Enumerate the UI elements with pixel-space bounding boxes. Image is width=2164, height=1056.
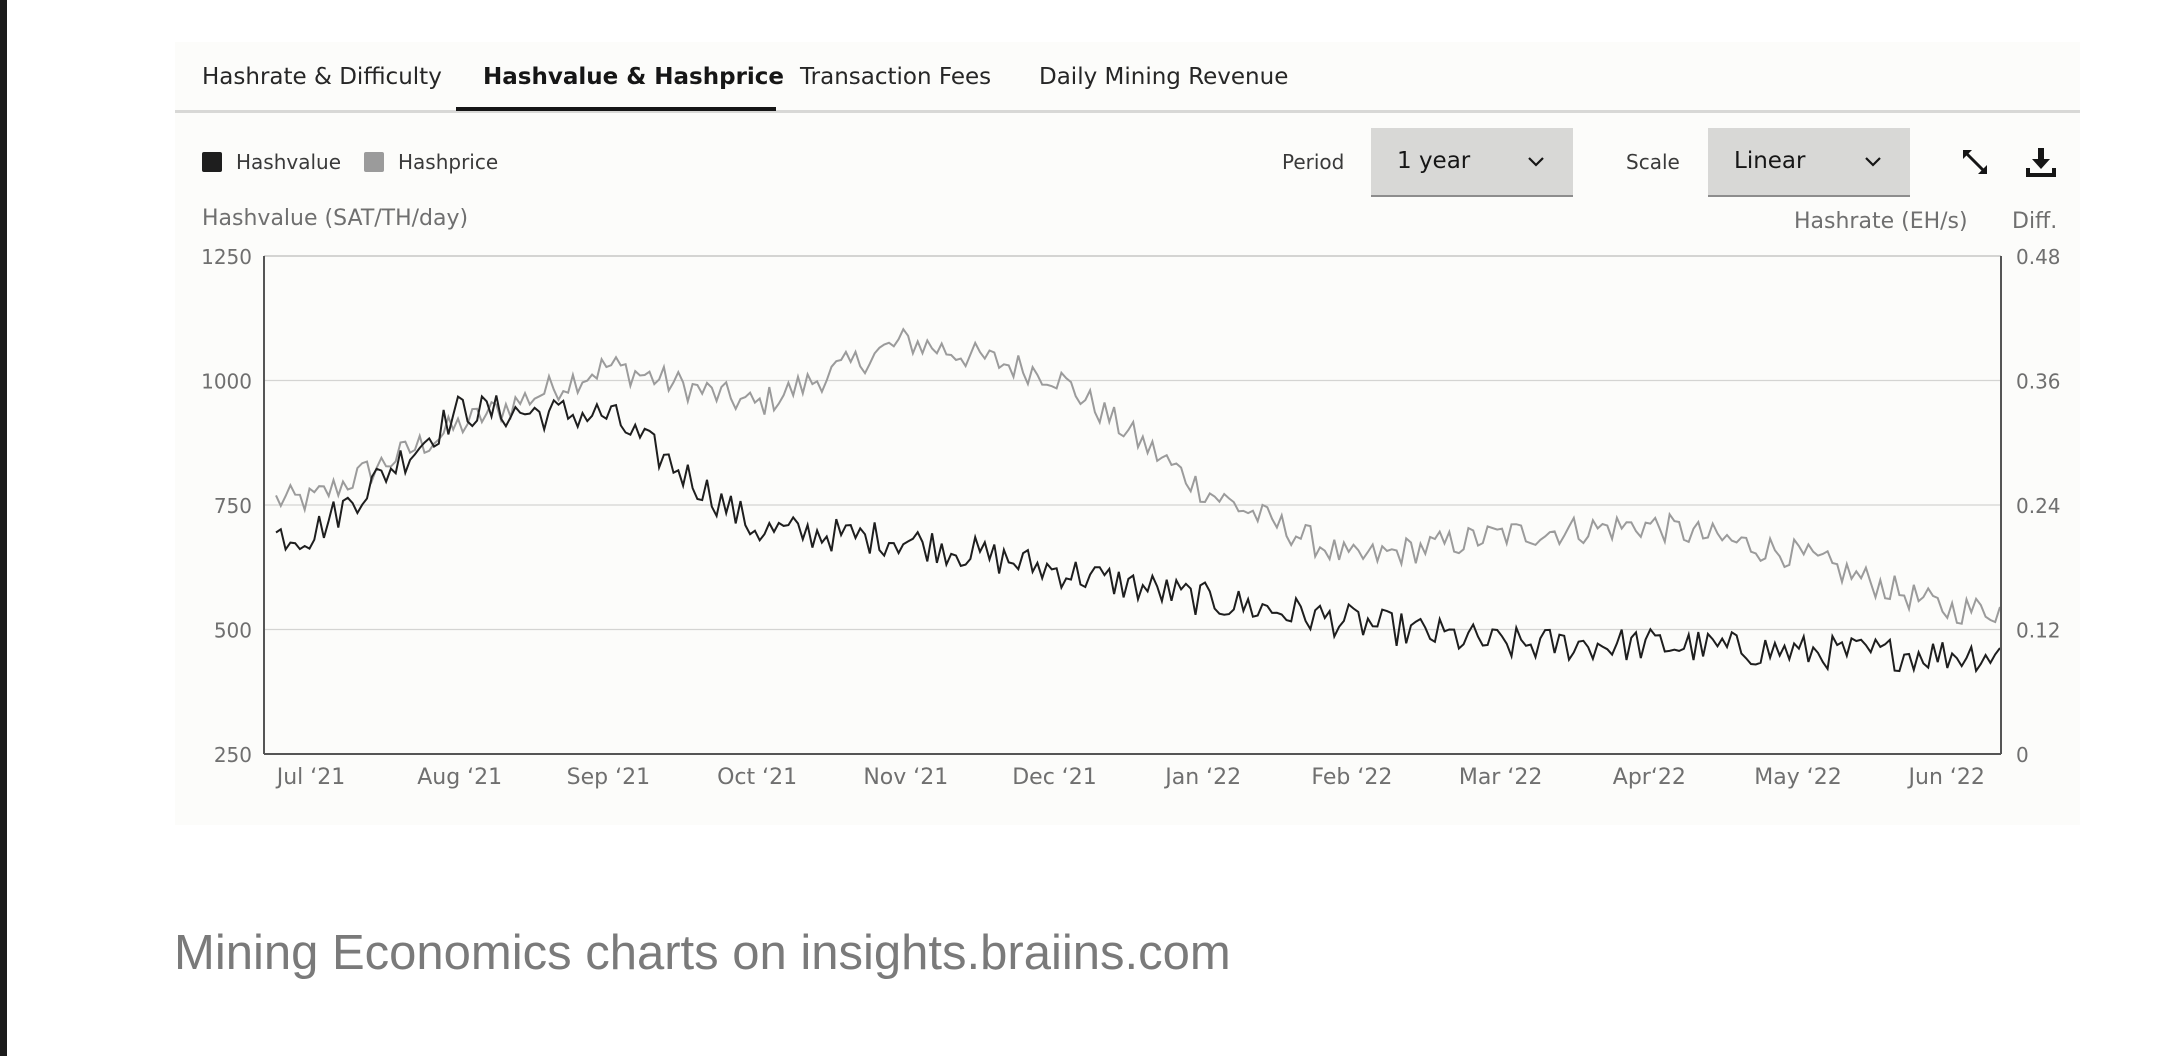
y-tick-label-left: 1250	[201, 245, 252, 269]
tab-daily-mining-revenue[interactable]: Daily Mining Revenue	[1039, 64, 1289, 90]
period-value: 1 year	[1397, 148, 1471, 174]
right-axis-title: Hashrate (EH/s)	[1794, 209, 1968, 234]
x-tick-label: Sep ‘21	[567, 765, 650, 790]
chart-tabs: Hashrate & Difficulty Hashvalue & Hashpr…	[175, 42, 2080, 113]
series-line-hashvalue	[275, 394, 2001, 674]
legend-label-hashprice[interactable]: Hashprice	[398, 150, 499, 174]
x-tick-label: Dec ‘21	[1012, 765, 1097, 790]
legend-swatch-hashprice	[364, 152, 384, 172]
right-axis-title-2: Diff.	[2012, 209, 2058, 234]
tab-hashvalue-hashprice[interactable]: Hashvalue & Hashprice	[483, 64, 785, 90]
chevron-down-icon	[1528, 157, 1544, 167]
active-tab-indicator	[456, 107, 776, 111]
y-tick-label-right: 0.24	[2016, 494, 2061, 518]
x-tick-label: Feb ‘22	[1311, 765, 1392, 790]
period-label: Period	[1282, 150, 1345, 174]
tab-hashrate-difficulty[interactable]: Hashrate & Difficulty	[202, 64, 442, 90]
x-tick-label: Aug ‘21	[417, 765, 502, 790]
y-tick-label-left: 500	[214, 619, 252, 643]
left-axis-title: Hashvalue (SAT/TH/day)	[202, 206, 469, 231]
expand-icon[interactable]	[1959, 146, 1991, 178]
y-tick-label-right: 0.48	[2016, 245, 2061, 269]
series-line-hashprice	[275, 327, 2001, 625]
figure-caption: Mining Economics charts on insights.brai…	[174, 926, 1231, 980]
x-tick-label: Nov ‘21	[863, 765, 948, 790]
x-tick-label: May ‘22	[1754, 765, 1841, 790]
tab-transaction-fees[interactable]: Transaction Fees	[800, 64, 992, 90]
legend-swatch-hashvalue	[202, 152, 222, 172]
x-tick-label: Oct ‘21	[717, 765, 797, 790]
period-dropdown[interactable]: 1 year	[1371, 128, 1573, 197]
y-tick-label-left: 1000	[201, 370, 252, 394]
scale-label: Scale	[1626, 150, 1680, 174]
y-tick-label-left: 250	[214, 743, 252, 767]
y-tick-label-left: 750	[214, 494, 252, 518]
x-tick-label: Jun ‘22	[1907, 765, 1985, 790]
window-edge	[0, 0, 7, 1056]
x-tick-label: Jan ‘22	[1163, 765, 1241, 790]
download-icon[interactable]	[2025, 146, 2057, 178]
x-tick-label: Jul ‘21	[275, 765, 346, 790]
y-tick-label-right: 0	[2016, 743, 2029, 767]
x-tick-label: Mar ‘22	[1459, 765, 1543, 790]
legend-label-hashvalue[interactable]: Hashvalue	[236, 150, 342, 174]
chevron-down-icon	[1865, 157, 1881, 167]
y-tick-label-right: 0.36	[2016, 370, 2061, 394]
scale-dropdown[interactable]: Linear	[1708, 128, 1910, 197]
y-tick-label-right: 0.12	[2016, 619, 2061, 643]
scale-value: Linear	[1734, 148, 1806, 174]
x-tick-label: Apr‘22	[1613, 765, 1686, 790]
chart-plot: 1250 1000 750 500 250 0.48 0.36 0.24 0.12 0 Jul ‘2…	[201, 245, 2061, 790]
chart-panel: Hashrate & Difficulty Hashvalue & Hashpr…	[175, 42, 2080, 825]
